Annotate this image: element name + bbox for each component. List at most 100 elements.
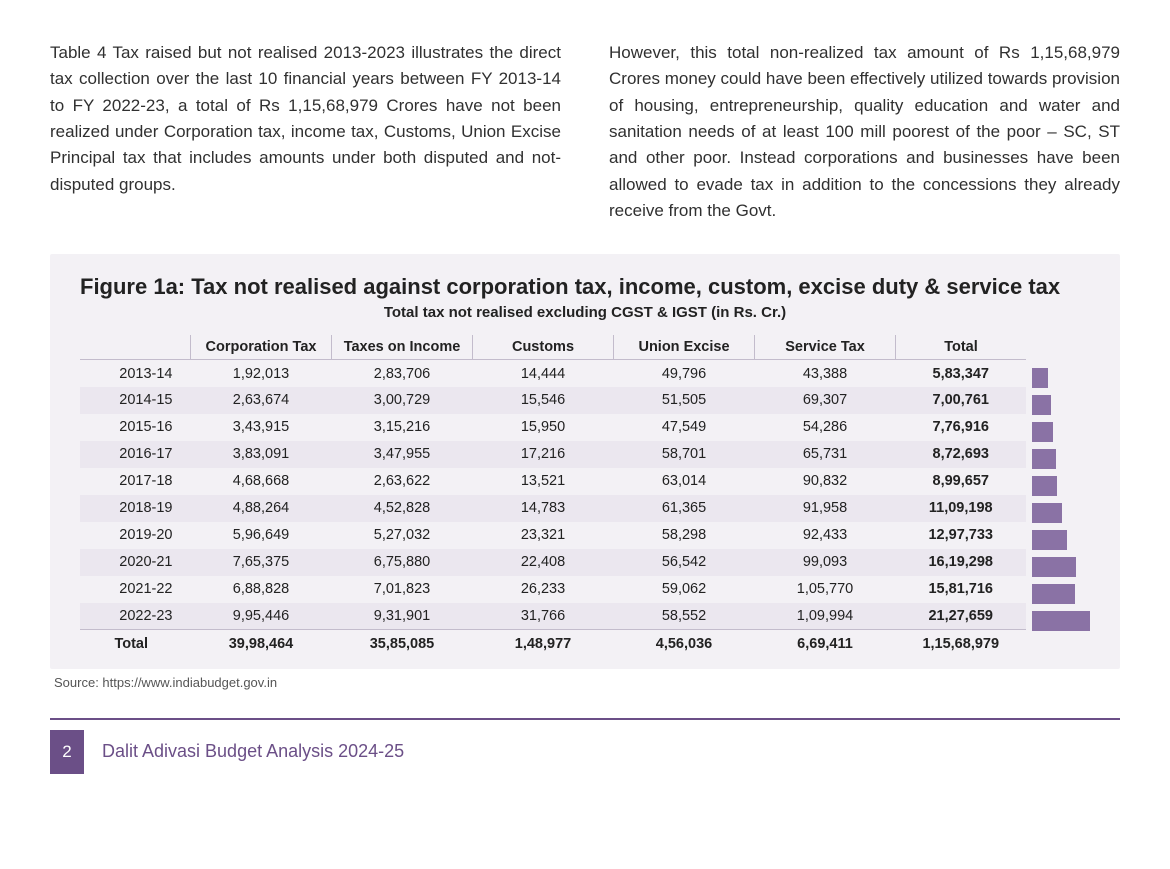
data-cell: 3,15,216 (332, 414, 473, 441)
total-cell: 16,19,298 (896, 549, 1027, 576)
bar (1032, 395, 1051, 415)
data-cell: 31,766 (473, 603, 614, 630)
data-cell: 3,83,091 (191, 441, 332, 468)
data-cell: 6,75,880 (332, 549, 473, 576)
data-cell: 2,83,706 (332, 360, 473, 387)
data-cell: 47,549 (614, 414, 755, 441)
data-cell: 4,88,264 (191, 495, 332, 522)
total-cell: 11,09,198 (896, 495, 1027, 522)
intro-paragraph-left: Table 4 Tax raised but not realised 2013… (50, 40, 561, 224)
year-cell: 2021-22 (80, 576, 191, 603)
table-row: 2021-226,88,8287,01,82326,23359,0621,05,… (80, 576, 1026, 603)
bar (1032, 557, 1076, 577)
data-cell: 1,05,770 (755, 576, 896, 603)
col-header: Service Tax (755, 335, 896, 360)
year-cell: 2014-15 (80, 387, 191, 414)
figure-1a: Figure 1a: Tax not realised against corp… (50, 254, 1120, 669)
footer-rule (50, 718, 1120, 720)
data-cell: 22,408 (473, 549, 614, 576)
data-cell: 15,950 (473, 414, 614, 441)
year-cell: 2019-20 (80, 522, 191, 549)
total-cell: 5,83,347 (896, 360, 1027, 387)
data-cell: 54,286 (755, 414, 896, 441)
data-cell: 14,783 (473, 495, 614, 522)
col-header: Taxes on Income (332, 335, 473, 360)
year-cell: 2018-19 (80, 495, 191, 522)
figure-title: Figure 1a: Tax not realised against corp… (80, 274, 1090, 300)
data-cell: 43,388 (755, 360, 896, 387)
col-header: Corporation Tax (191, 335, 332, 360)
data-cell: 65,731 (755, 441, 896, 468)
table-header-row: Corporation Tax Taxes on Income Customs … (80, 335, 1026, 360)
table-grand-total-row: Total39,98,46435,85,0851,48,9774,56,0366… (80, 630, 1026, 657)
year-cell: 2020-21 (80, 549, 191, 576)
col-header: Union Excise (614, 335, 755, 360)
data-cell: 6,88,828 (191, 576, 332, 603)
data-cell: 23,321 (473, 522, 614, 549)
data-cell: 91,958 (755, 495, 896, 522)
data-cell: 69,307 (755, 387, 896, 414)
data-cell: 9,95,446 (191, 603, 332, 630)
bar (1032, 422, 1053, 442)
year-cell: 2016-17 (80, 441, 191, 468)
year-cell: 2022-23 (80, 603, 191, 630)
total-cell: 12,97,733 (896, 522, 1027, 549)
data-cell: 13,521 (473, 468, 614, 495)
table-row: 2014-152,63,6743,00,72915,54651,50569,30… (80, 387, 1026, 414)
table-row: 2022-239,95,4469,31,90131,76658,5521,09,… (80, 603, 1026, 630)
data-cell: 99,093 (755, 549, 896, 576)
data-cell: 63,014 (614, 468, 755, 495)
grand-total-cell: 1,15,68,979 (896, 630, 1027, 657)
intro-columns: Table 4 Tax raised but not realised 2013… (50, 40, 1120, 224)
bar (1032, 584, 1075, 604)
year-cell: 2015-16 (80, 414, 191, 441)
data-cell: 3,43,915 (191, 414, 332, 441)
data-cell: 15,546 (473, 387, 614, 414)
data-cell: 3,00,729 (332, 387, 473, 414)
data-cell: 2,63,622 (332, 468, 473, 495)
table-row: 2017-184,68,6682,63,62213,52163,01490,83… (80, 468, 1026, 495)
total-cell: 7,00,761 (896, 387, 1027, 414)
page-number: 2 (50, 730, 84, 774)
grand-cell: 1,48,977 (473, 630, 614, 657)
year-cell: 2017-18 (80, 468, 191, 495)
figure-source: Source: https://www.indiabudget.gov.in (54, 675, 1120, 690)
data-cell: 61,365 (614, 495, 755, 522)
data-cell: 26,233 (473, 576, 614, 603)
total-cell: 8,72,693 (896, 441, 1027, 468)
table-row: 2015-163,43,9153,15,21615,95047,54954,28… (80, 414, 1026, 441)
data-cell: 58,701 (614, 441, 755, 468)
table-row: 2016-173,83,0913,47,95517,21658,70165,73… (80, 441, 1026, 468)
data-cell: 5,27,032 (332, 522, 473, 549)
data-cell: 9,31,901 (332, 603, 473, 630)
total-cell: 21,27,659 (896, 603, 1027, 630)
data-cell: 56,542 (614, 549, 755, 576)
page-footer: 2 Dalit Adivasi Budget Analysis 2024-25 (50, 730, 1120, 774)
data-cell: 17,216 (473, 441, 614, 468)
data-cell: 5,96,649 (191, 522, 332, 549)
data-cell: 90,832 (755, 468, 896, 495)
data-cell: 2,63,674 (191, 387, 332, 414)
table-row: 2020-217,65,3756,75,88022,40856,54299,09… (80, 549, 1026, 576)
table-row: 2018-194,88,2644,52,82814,78361,36591,95… (80, 495, 1026, 522)
figure-subtitle: Total tax not realised excluding CGST & … (80, 304, 1090, 321)
data-cell: 14,444 (473, 360, 614, 387)
bar (1032, 503, 1062, 523)
bar-chart (1032, 335, 1090, 657)
data-cell: 7,65,375 (191, 549, 332, 576)
data-cell: 4,68,668 (191, 468, 332, 495)
bar (1032, 611, 1090, 631)
data-cell: 58,298 (614, 522, 755, 549)
data-cell: 7,01,823 (332, 576, 473, 603)
total-cell: 8,99,657 (896, 468, 1027, 495)
data-cell: 1,92,013 (191, 360, 332, 387)
year-cell: 2013-14 (80, 360, 191, 387)
bar (1032, 530, 1067, 550)
grand-cell: 4,56,036 (614, 630, 755, 657)
grand-cell: 35,85,085 (332, 630, 473, 657)
col-header: Total (896, 335, 1027, 360)
data-cell: 49,796 (614, 360, 755, 387)
data-cell: 4,52,828 (332, 495, 473, 522)
document-title: Dalit Adivasi Budget Analysis 2024-25 (84, 730, 404, 774)
data-cell: 1,09,994 (755, 603, 896, 630)
